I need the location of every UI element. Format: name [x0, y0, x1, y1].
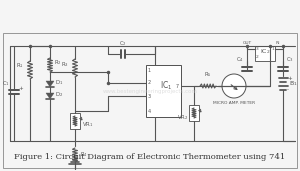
- Text: 2: 2: [256, 55, 259, 58]
- Text: www.bestengineeringprojects.com: www.bestengineeringprojects.com: [103, 89, 197, 94]
- Text: D$_2$: D$_2$: [55, 91, 63, 100]
- Text: R$_2$: R$_2$: [54, 58, 62, 67]
- Polygon shape: [46, 81, 54, 87]
- Text: C$_4$: C$_4$: [236, 55, 244, 64]
- Text: IC$_2$: IC$_2$: [260, 48, 270, 56]
- Bar: [146, 65, 181, 117]
- Text: R$_4$: R$_4$: [80, 150, 88, 159]
- Bar: [189, 105, 199, 121]
- Text: -: -: [287, 88, 289, 93]
- Text: IN: IN: [276, 41, 280, 44]
- Text: D$_1$: D$_1$: [55, 78, 63, 87]
- Text: R$_3$: R$_3$: [61, 61, 69, 69]
- Text: C$_1$: C$_1$: [2, 79, 10, 88]
- Text: MICRO AMP. METER: MICRO AMP. METER: [213, 101, 255, 105]
- Text: C$_3$: C$_3$: [286, 55, 294, 64]
- Bar: [70, 113, 80, 129]
- Text: 3: 3: [148, 94, 151, 98]
- Text: 3: 3: [256, 48, 259, 51]
- Bar: [255, 45, 275, 61]
- Text: 2: 2: [148, 81, 151, 86]
- Text: R$_1$: R$_1$: [16, 62, 24, 70]
- Text: +: +: [18, 86, 23, 90]
- Text: IC$_1$: IC$_1$: [160, 80, 172, 92]
- Text: Figure 1: Circuit Diagram of Electronic Thermometer using 741: Figure 1: Circuit Diagram of Electronic …: [14, 153, 286, 161]
- Text: 1: 1: [271, 48, 274, 51]
- Text: 4: 4: [148, 109, 151, 114]
- Text: C$_2$: C$_2$: [119, 39, 127, 48]
- Text: R$_5$: R$_5$: [204, 70, 212, 79]
- Text: B$_1$: B$_1$: [289, 80, 298, 88]
- Text: 7: 7: [176, 83, 178, 89]
- Circle shape: [222, 74, 246, 98]
- Text: +: +: [287, 76, 292, 81]
- Text: VR$_2$: VR$_2$: [177, 114, 188, 122]
- Bar: [3, 33, 297, 168]
- Polygon shape: [46, 93, 54, 99]
- Text: OUT: OUT: [243, 41, 252, 44]
- Text: VR$_1$: VR$_1$: [82, 121, 93, 129]
- Text: 1: 1: [148, 68, 151, 73]
